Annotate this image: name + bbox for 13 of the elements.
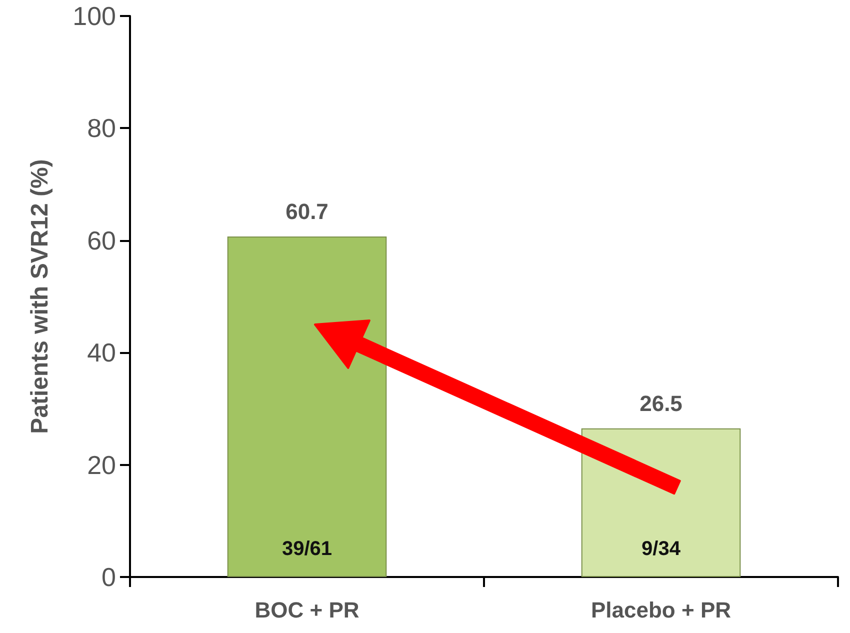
annotation: 9/34 xyxy=(642,538,682,560)
y-tick-label: 0 xyxy=(102,562,116,592)
data-label: 60.7 xyxy=(286,198,328,224)
y-tick-label: 80 xyxy=(87,113,116,144)
y-axis-title: Patients with SVR12 (%) xyxy=(26,159,54,434)
y-tick-label: 60 xyxy=(87,225,116,256)
x-tick-label: Placebo + PR xyxy=(590,598,732,622)
y-tick-label: 100 xyxy=(72,1,116,31)
y-tick-label: 40 xyxy=(87,338,116,368)
annotation: 39/61 xyxy=(282,538,332,560)
data-label: 26.5 xyxy=(640,390,682,416)
x-tick-label: BOC + PR xyxy=(254,598,360,622)
y-tick-label: 20 xyxy=(87,450,116,480)
